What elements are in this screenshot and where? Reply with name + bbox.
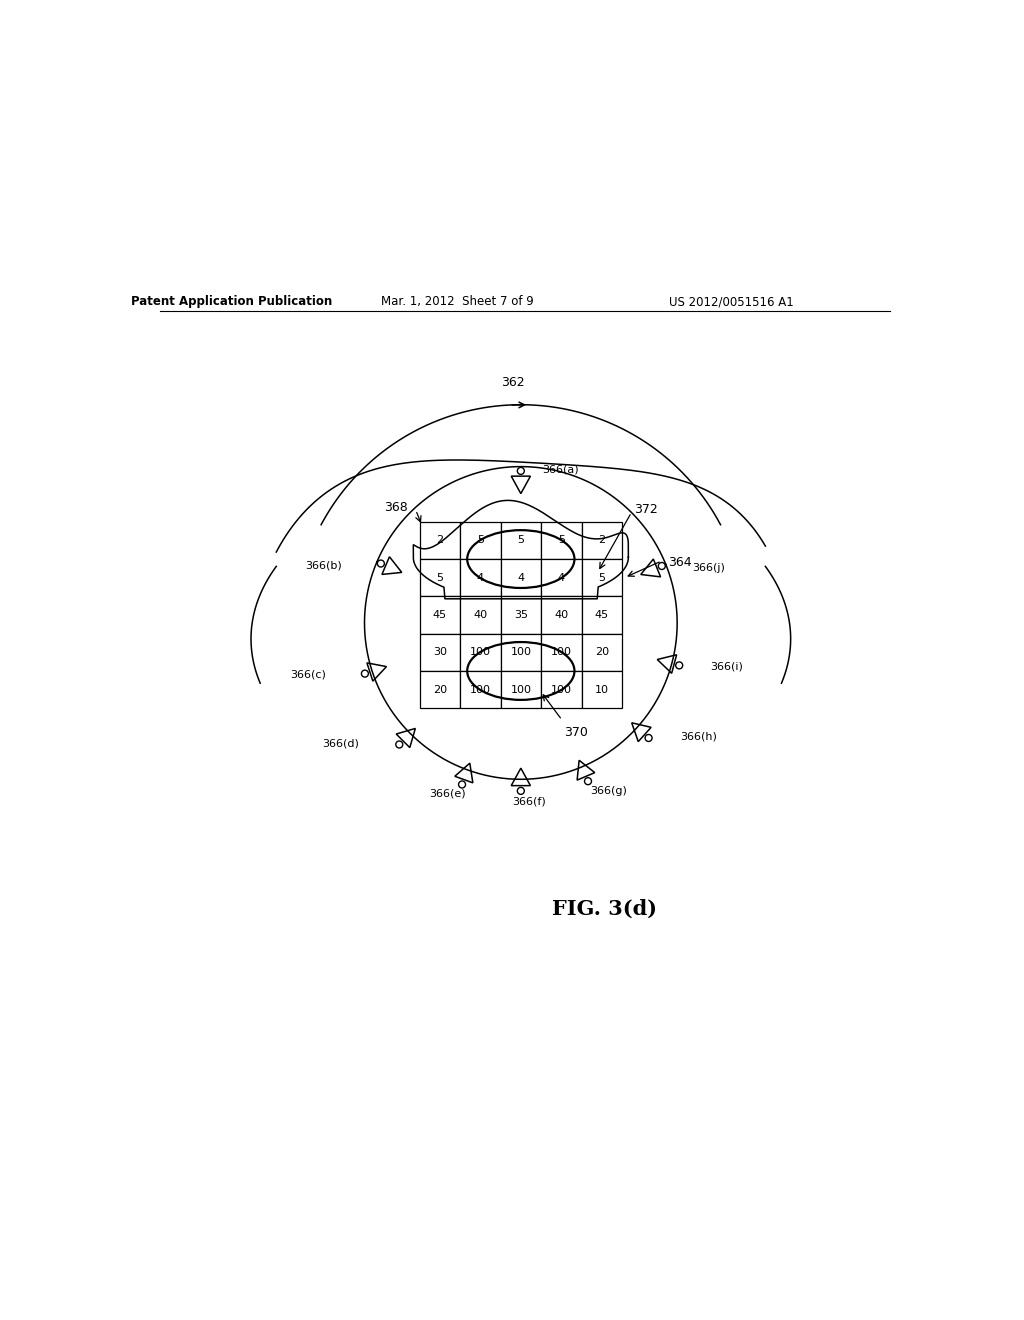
Text: 2: 2 xyxy=(436,536,443,545)
Bar xyxy=(420,560,460,597)
Bar xyxy=(460,671,501,709)
Bar xyxy=(541,597,582,634)
Bar xyxy=(501,671,541,709)
Text: 368: 368 xyxy=(384,502,408,513)
Text: 100: 100 xyxy=(510,647,531,657)
Bar xyxy=(501,634,541,671)
Text: 100: 100 xyxy=(470,647,490,657)
Text: FIG. 3(d): FIG. 3(d) xyxy=(552,899,656,919)
Text: 45: 45 xyxy=(595,610,609,620)
Text: 366(a): 366(a) xyxy=(543,465,579,475)
Text: 366(c): 366(c) xyxy=(291,669,327,680)
Bar xyxy=(582,671,622,709)
Text: 100: 100 xyxy=(551,647,571,657)
Text: 4: 4 xyxy=(477,573,484,582)
Text: 2: 2 xyxy=(598,536,605,545)
Text: 366(i): 366(i) xyxy=(710,661,742,672)
Bar xyxy=(582,597,622,634)
Bar xyxy=(582,521,622,560)
Bar xyxy=(501,560,541,597)
Text: US 2012/0051516 A1: US 2012/0051516 A1 xyxy=(669,296,794,308)
Text: 366(b): 366(b) xyxy=(305,561,342,570)
Text: 35: 35 xyxy=(514,610,527,620)
Text: 4: 4 xyxy=(517,573,524,582)
Text: 366(e): 366(e) xyxy=(430,789,466,799)
Bar xyxy=(501,521,541,560)
Text: 20: 20 xyxy=(433,685,446,694)
Bar xyxy=(460,521,501,560)
Bar xyxy=(420,634,460,671)
Bar xyxy=(501,597,541,634)
Text: 364: 364 xyxy=(668,556,691,569)
Bar xyxy=(420,521,460,560)
Text: 366(f): 366(f) xyxy=(512,796,546,807)
Text: 372: 372 xyxy=(634,503,657,516)
Text: 5: 5 xyxy=(558,536,565,545)
Bar xyxy=(541,671,582,709)
Text: 20: 20 xyxy=(595,647,609,657)
Text: 100: 100 xyxy=(470,685,490,694)
Text: Mar. 1, 2012  Sheet 7 of 9: Mar. 1, 2012 Sheet 7 of 9 xyxy=(381,296,534,308)
Text: 100: 100 xyxy=(510,685,531,694)
Bar xyxy=(460,560,501,597)
Text: 366(g): 366(g) xyxy=(590,785,627,796)
Text: 366(j): 366(j) xyxy=(692,562,726,573)
Text: 5: 5 xyxy=(517,536,524,545)
Text: 366(d): 366(d) xyxy=(323,738,359,748)
Text: 5: 5 xyxy=(477,536,484,545)
Text: Patent Application Publication: Patent Application Publication xyxy=(130,296,332,308)
Bar xyxy=(420,597,460,634)
Text: 4: 4 xyxy=(558,573,565,582)
Bar xyxy=(582,560,622,597)
Bar xyxy=(582,634,622,671)
Bar xyxy=(541,560,582,597)
Text: 10: 10 xyxy=(595,685,609,694)
Text: 370: 370 xyxy=(564,726,589,739)
Text: 40: 40 xyxy=(554,610,568,620)
Bar xyxy=(460,634,501,671)
Bar xyxy=(541,521,582,560)
Text: 366(h): 366(h) xyxy=(680,731,717,742)
Text: 5: 5 xyxy=(598,573,605,582)
Text: 362: 362 xyxy=(501,376,524,389)
Bar xyxy=(460,597,501,634)
Text: 100: 100 xyxy=(551,685,571,694)
Text: 30: 30 xyxy=(433,647,446,657)
Text: 5: 5 xyxy=(436,573,443,582)
Bar xyxy=(420,671,460,709)
Bar xyxy=(541,634,582,671)
Text: 45: 45 xyxy=(433,610,446,620)
Text: 40: 40 xyxy=(473,610,487,620)
